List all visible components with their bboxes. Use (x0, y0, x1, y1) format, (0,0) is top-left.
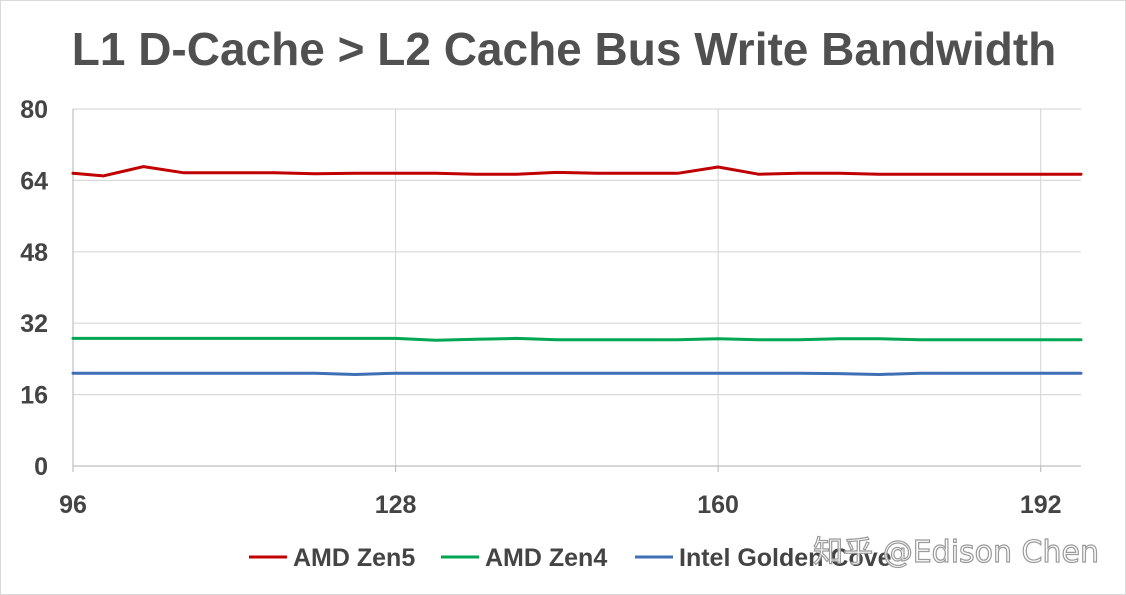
watermark-text: 知乎 @Edison Chen (813, 535, 1099, 570)
y-tick-label: 16 (20, 382, 48, 410)
x-tick-label: 160 (697, 491, 739, 519)
legend-label: AMD Zen5 (293, 544, 415, 572)
y-tick-label: 48 (20, 239, 48, 267)
x-tick-label: 96 (59, 491, 87, 519)
series-line-2 (71, 371, 1083, 376)
series-lines (71, 165, 1083, 376)
legend: AMD Zen5 AMD Zen4 Intel Golden Cove (249, 544, 892, 572)
series-line-0 (71, 165, 1083, 178)
grid (73, 108, 1081, 466)
series-line-1 (71, 336, 1083, 342)
x-tick-label: 192 (1020, 491, 1062, 519)
axes: 0 16 32 48 64 80 96 128 160 192 (20, 96, 1081, 519)
y-tick-label: 64 (20, 167, 48, 195)
y-tick-label: 32 (20, 310, 48, 338)
legend-label: AMD Zen4 (485, 544, 607, 572)
y-tick-label: 80 (20, 96, 48, 124)
y-tick-label: 0 (34, 453, 48, 481)
legend-label: Intel Golden Cove (679, 544, 892, 572)
x-tick-label: 128 (375, 491, 417, 519)
chart-title: L1 D-Cache > L2 Cache Bus Write Bandwidt… (72, 23, 1057, 75)
